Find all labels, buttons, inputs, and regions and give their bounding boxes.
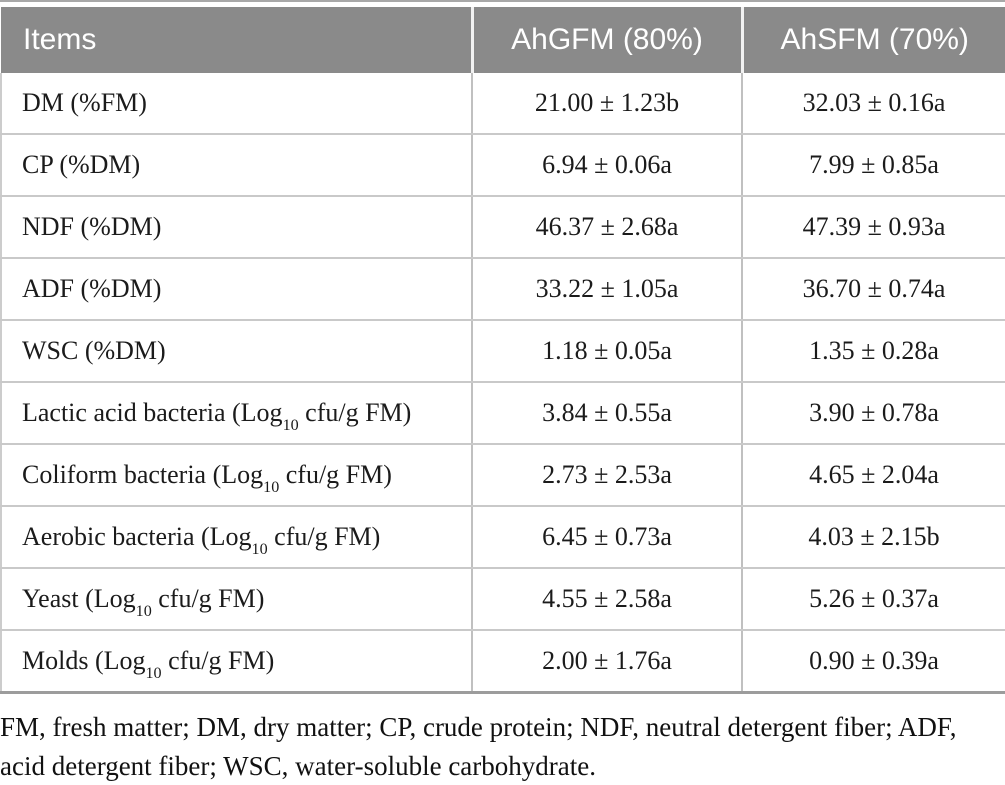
item-label: Aerobic bacteria (Log [22, 522, 252, 551]
value-cell-ahgfm: 6.94 ± 0.06a [472, 134, 743, 197]
value-cell-ahsfm: 36.70 ± 0.74a [742, 258, 1005, 321]
item-label: Molds (Log [22, 646, 146, 675]
table-row: Molds (Log10 cfu/g FM) 2.00 ± 1.76a 0.90… [0, 630, 1005, 691]
composition-table: Items AhGFM (80%) AhSFM (70%) DM (%FM) 2… [0, 7, 1005, 691]
item-label-suffix: cfu/g FM) [279, 460, 392, 489]
item-label: WSC (%DM) [22, 336, 166, 365]
item-label: Yeast (Log [22, 584, 136, 613]
item-cell: WSC (%DM) [0, 320, 473, 383]
item-label-subscript: 10 [251, 540, 268, 558]
table-row: Coliform bacteria (Log10 cfu/g FM) 2.73 … [0, 444, 1005, 507]
value-cell-ahgfm: 3.84 ± 0.55a [472, 382, 743, 445]
value-cell-ahsfm: 4.03 ± 2.15b [742, 506, 1005, 569]
item-label-suffix: cfu/g FM) [298, 398, 412, 427]
value-cell-ahgfm: 46.37 ± 2.68a [472, 196, 743, 259]
column-header-items: Items [1, 7, 472, 73]
table-bottom-rule [0, 691, 1005, 694]
header-row: Items AhGFM (80%) AhSFM (70%) [1, 7, 1005, 73]
item-label: CP (%DM) [22, 150, 141, 179]
table-row: DM (%FM) 21.00 ± 1.23b 32.03 ± 0.16a [0, 73, 1005, 135]
item-label: DM (%FM) [22, 88, 147, 117]
value-cell-ahsfm: 4.65 ± 2.04a [742, 444, 1005, 507]
value-cell-ahsfm: 3.90 ± 0.78a [742, 382, 1005, 445]
table-body: DM (%FM) 21.00 ± 1.23b 32.03 ± 0.16a CP … [0, 73, 1005, 691]
item-cell: DM (%FM) [0, 73, 473, 135]
item-cell: Coliform bacteria (Log10 cfu/g FM) [0, 444, 473, 507]
item-label: Lactic acid bacteria (Log [22, 398, 283, 427]
value-cell-ahgfm: 2.00 ± 1.76a [472, 630, 743, 691]
item-label-subscript: 10 [135, 602, 152, 620]
value-cell-ahgfm: 33.22 ± 1.05a [472, 258, 743, 321]
item-cell: Yeast (Log10 cfu/g FM) [0, 568, 473, 631]
table-row: Lactic acid bacteria (Log10 cfu/g FM) 3.… [0, 382, 1005, 445]
value-cell-ahsfm: 5.26 ± 0.37a [742, 568, 1005, 631]
table-top-rule [0, 0, 1005, 2]
table-footnote: FM, fresh matter; DM, dry matter; CP, cr… [0, 712, 957, 781]
value-cell-ahsfm: 32.03 ± 0.16a [742, 73, 1005, 135]
item-label-subscript: 10 [263, 478, 280, 496]
column-header-ahsfm: AhSFM (70%) [740, 7, 1005, 73]
value-cell-ahgfm: 2.73 ± 2.53a [472, 444, 743, 507]
item-cell: ADF (%DM) [0, 258, 473, 321]
value-cell-ahsfm: 0.90 ± 0.39a [742, 630, 1005, 691]
table-row: Aerobic bacteria (Log10 cfu/g FM) 6.45 ±… [0, 506, 1005, 569]
item-label: Coliform bacteria (Log [22, 460, 264, 489]
item-cell: Aerobic bacteria (Log10 cfu/g FM) [0, 506, 473, 569]
table-row: NDF (%DM) 46.37 ± 2.68a 47.39 ± 0.93a [0, 196, 1005, 259]
item-cell: NDF (%DM) [0, 196, 473, 259]
value-cell-ahgfm: 1.18 ± 0.05a [472, 320, 743, 383]
item-label-suffix: cfu/g FM) [151, 584, 265, 613]
item-label: NDF (%DM) [22, 212, 162, 241]
item-cell: Molds (Log10 cfu/g FM) [0, 630, 473, 691]
table-row: Yeast (Log10 cfu/g FM) 4.55 ± 2.58a 5.26… [0, 568, 1005, 631]
item-label: ADF (%DM) [22, 274, 162, 303]
item-label-suffix: cfu/g FM) [161, 646, 275, 675]
item-cell: CP (%DM) [0, 134, 473, 197]
item-label-subscript: 10 [282, 416, 299, 434]
value-cell-ahgfm: 6.45 ± 0.73a [472, 506, 743, 569]
value-cell-ahgfm: 21.00 ± 1.23b [472, 73, 743, 135]
table-row: ADF (%DM) 33.22 ± 1.05a 36.70 ± 0.74a [0, 258, 1005, 321]
value-cell-ahsfm: 1.35 ± 0.28a [742, 320, 1005, 383]
value-cell-ahsfm: 7.99 ± 0.85a [742, 134, 1005, 197]
value-cell-ahsfm: 47.39 ± 0.93a [742, 196, 1005, 259]
item-cell: Lactic acid bacteria (Log10 cfu/g FM) [0, 382, 473, 445]
item-label-subscript: 10 [145, 664, 162, 682]
table-row: CP (%DM) 6.94 ± 0.06a 7.99 ± 0.85a [0, 134, 1005, 197]
column-header-ahgfm: AhGFM (80%) [470, 7, 742, 73]
value-cell-ahgfm: 4.55 ± 2.58a [472, 568, 743, 631]
table-row: WSC (%DM) 1.18 ± 0.05a 1.35 ± 0.28a [0, 320, 1005, 383]
item-label-suffix: cfu/g FM) [267, 522, 381, 551]
